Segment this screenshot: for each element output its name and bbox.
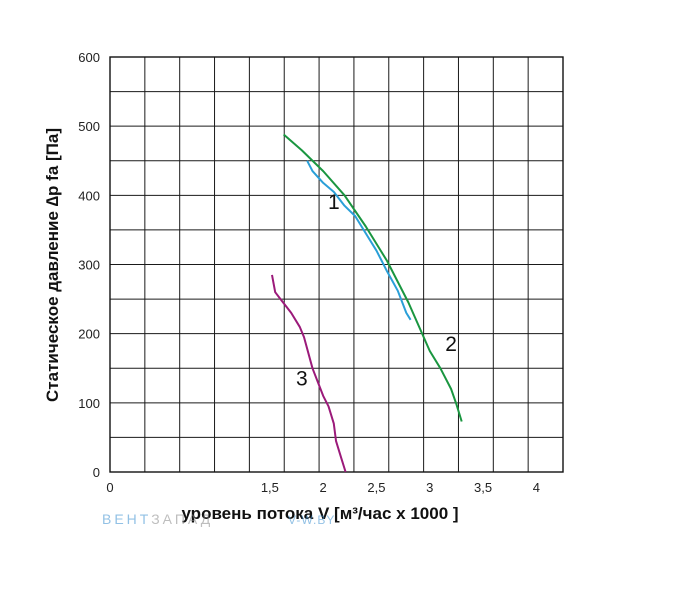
x-tick-label: 2,5 xyxy=(367,480,385,495)
plot-frame xyxy=(109,56,564,473)
grid xyxy=(109,56,564,473)
curve-labels: 1 2 3 xyxy=(296,191,457,390)
y-tick-label: 300 xyxy=(78,258,100,273)
series-label-3: 3 xyxy=(296,368,308,391)
x-tick-label: 1,5 xyxy=(261,480,279,495)
x-tick-label: 0 xyxy=(106,480,113,495)
y-tick-label: 0 xyxy=(93,465,100,480)
x-tick-label: 4 xyxy=(533,480,540,495)
watermark-brand-part2: ЗАПАД xyxy=(151,511,213,527)
y-tick-label: 100 xyxy=(78,396,100,411)
watermark: ВЕНТЗАПАД V-W.BY xyxy=(102,511,335,527)
y-axis-title: Статическое давление ∆p fa [Па] xyxy=(43,128,62,402)
y-tick-label: 500 xyxy=(78,119,100,134)
x-tick-label: 3,5 xyxy=(474,480,492,495)
series-line-3 xyxy=(271,274,347,473)
tick-labels: 0 1,5 2 2,5 3 3,5 4 0 100 200 300 400 500 600 xyxy=(78,50,540,495)
curves xyxy=(271,133,463,473)
x-tick-label: 3 xyxy=(426,480,433,495)
y-tick-label: 600 xyxy=(78,50,100,65)
y-tick-label: 400 xyxy=(78,188,100,203)
series-line-2 xyxy=(283,133,463,422)
y-tick-label: 200 xyxy=(78,327,100,342)
watermark-site: V-W.BY xyxy=(288,513,335,527)
watermark-brand-part1: ВЕНТ xyxy=(102,511,151,527)
series-label-1: 1 xyxy=(328,191,340,214)
x-tick-label: 2 xyxy=(320,480,327,495)
svg-text:ВЕНТЗАПАД: ВЕНТЗАПАД xyxy=(102,511,213,527)
series-label-2: 2 xyxy=(445,333,457,356)
x-axis-title: уровень потока V [м³/час x 1000 ] xyxy=(181,504,458,523)
series-line-1 xyxy=(306,160,412,321)
